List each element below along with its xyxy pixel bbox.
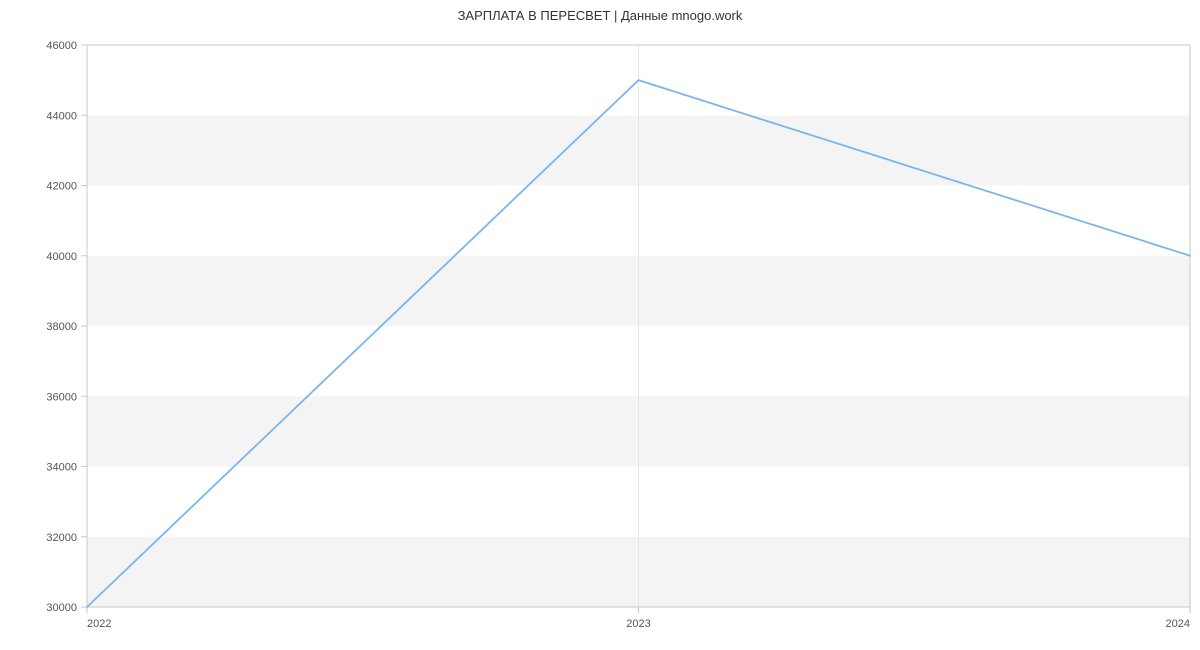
y-tick-label: 46000: [46, 40, 77, 52]
y-tick-label: 30000: [46, 602, 77, 614]
y-tick-label: 32000: [46, 532, 77, 544]
y-tick-label: 38000: [46, 321, 77, 333]
x-tick-label: 2024: [1166, 618, 1190, 630]
y-tick-label: 44000: [46, 110, 77, 122]
y-tick-label: 40000: [46, 251, 77, 263]
chart-container: ЗАРПЛАТА В ПЕРЕСВЕТ | Данные mnogo.work …: [0, 0, 1200, 650]
line-chart: 30000 32000 34000 36000 38000 40000 42000 44000…: [0, 0, 1200, 650]
y-tick-label: 36000: [46, 391, 77, 403]
y-tick-label: 34000: [46, 462, 77, 474]
y-tick-label: 42000: [46, 181, 77, 193]
x-tick-label: 2023: [626, 618, 650, 630]
x-tick-label: 2022: [87, 618, 111, 630]
